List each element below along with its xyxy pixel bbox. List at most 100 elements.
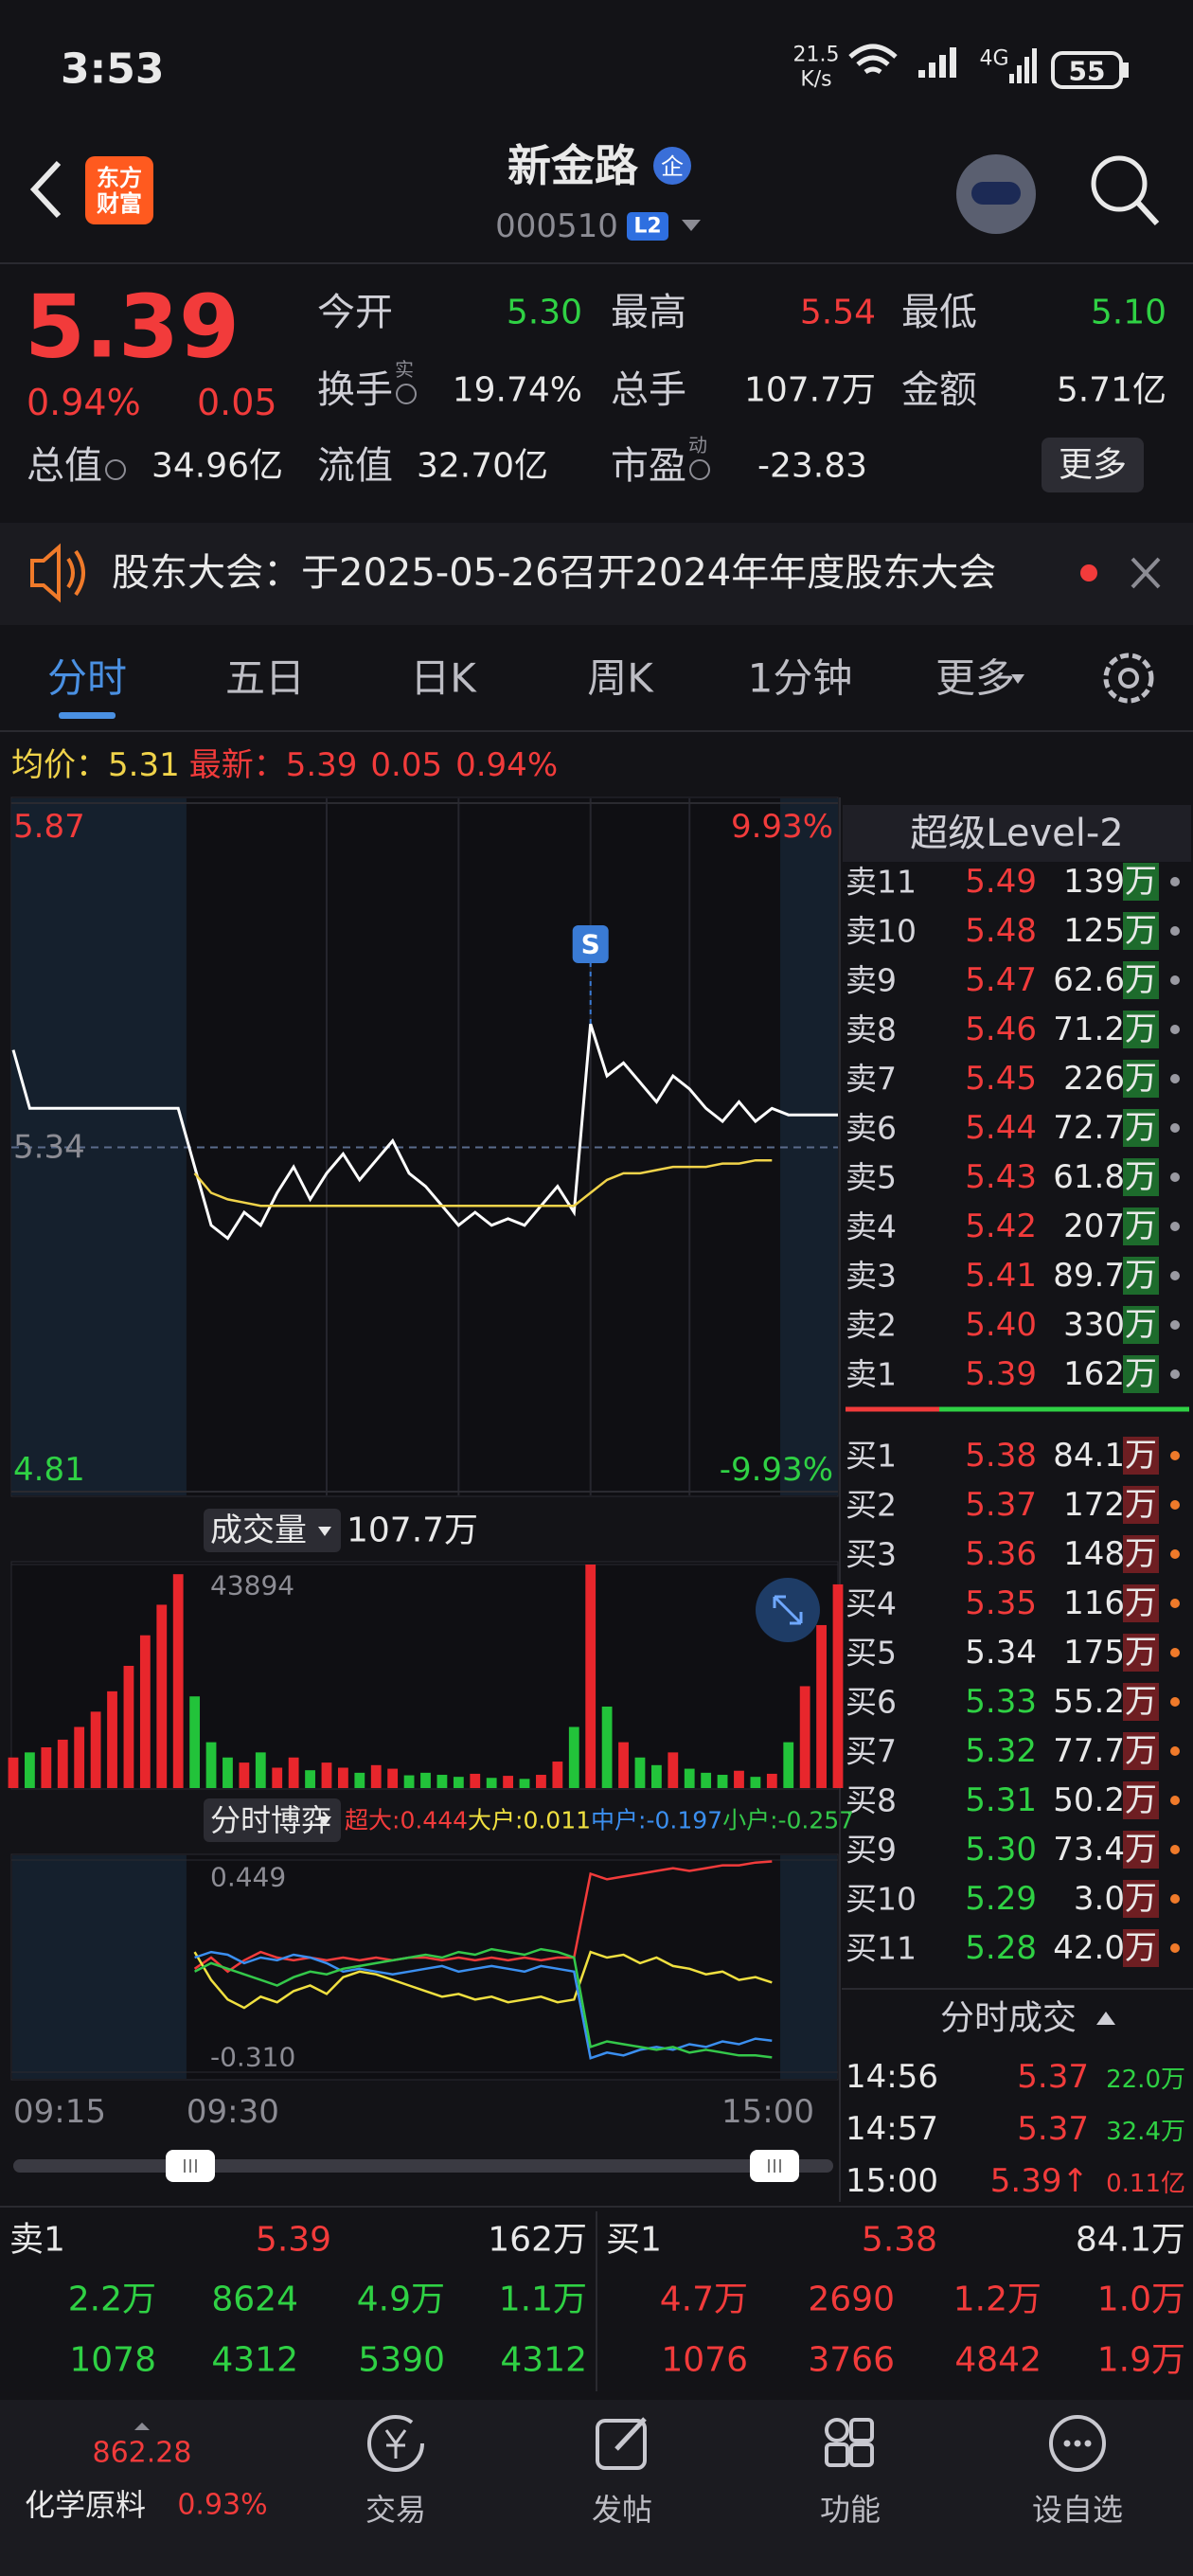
volume-bar xyxy=(552,1762,563,1788)
book-dot xyxy=(1170,1894,1180,1904)
func-icon xyxy=(825,2418,849,2442)
last-value: 5.39 xyxy=(286,746,358,784)
book-level: 卖10 xyxy=(846,913,917,950)
volume-highlight xyxy=(1123,1208,1159,1245)
volume-highlight xyxy=(1123,1306,1159,1344)
index-name[interactable]: 化学原料 xyxy=(25,2487,146,2523)
expand-icon xyxy=(773,1595,803,1625)
volume-highlight xyxy=(1123,863,1159,901)
tab[interactable]: 五日 xyxy=(225,655,305,702)
trade-icon-yen xyxy=(384,2429,407,2459)
volume-highlight xyxy=(1123,1355,1159,1393)
book-dot xyxy=(1170,1451,1180,1460)
book-level: 卖3 xyxy=(846,1258,897,1295)
nav-item[interactable]: 设自选 xyxy=(1032,2492,1123,2528)
tab[interactable]: 周K xyxy=(587,655,654,702)
book-price: 5.49 xyxy=(965,863,1037,901)
book-volume: 172万 xyxy=(1063,1486,1157,1524)
book-price: 5.35 xyxy=(965,1584,1037,1622)
signal-bar xyxy=(918,70,925,78)
volume-bar xyxy=(172,1574,184,1788)
index-arrow xyxy=(134,2423,150,2430)
book-price: 5.37 xyxy=(965,1486,1037,1524)
volume-bar xyxy=(618,1742,629,1788)
depth-cell: 4842 xyxy=(954,2341,1042,2380)
settings-icon[interactable] xyxy=(1103,653,1154,704)
book-dot xyxy=(1170,1271,1180,1280)
tab-dropdown xyxy=(1011,674,1024,684)
depth-volume: 84.1万 xyxy=(1076,2221,1185,2260)
book-price: 5.33 xyxy=(965,1683,1037,1721)
volume-highlight xyxy=(1123,961,1159,999)
volume-bar xyxy=(601,1706,613,1788)
book-dot xyxy=(1170,877,1180,886)
book-dot xyxy=(1170,1025,1180,1034)
volume-bar xyxy=(139,1635,151,1788)
signal-bar xyxy=(1032,48,1037,83)
book-volume: 62.6万 xyxy=(1053,961,1157,999)
tab[interactable]: 更多 xyxy=(935,655,1015,702)
book-level: 卖2 xyxy=(846,1307,897,1344)
change-pct: 0.94% xyxy=(27,382,141,423)
fund-legend-value: 0.444 xyxy=(400,1807,468,1834)
avg-label: 均价： xyxy=(11,746,108,784)
book-price: 5.44 xyxy=(965,1109,1037,1147)
nav-item[interactable]: 交易 xyxy=(365,2492,426,2528)
book-price: 5.45 xyxy=(965,1060,1037,1098)
battery-level: 55 xyxy=(1069,56,1106,87)
volume-bar xyxy=(568,1726,579,1788)
depth-price: 5.38 xyxy=(862,2221,937,2260)
book-level: 买10 xyxy=(846,1881,917,1918)
book-level: 卖8 xyxy=(846,1011,897,1048)
volume-highlight xyxy=(1123,1683,1159,1721)
depth-cell: 3766 xyxy=(808,2341,895,2380)
trade-volume: 32.4万 xyxy=(1106,2118,1185,2146)
time-label: 15:00 xyxy=(721,2093,814,2131)
tab[interactable]: 1分钟 xyxy=(748,655,853,702)
trade-price: 5.37 xyxy=(1017,2110,1089,2148)
field-sup: 动 xyxy=(688,434,707,456)
nav-item[interactable]: 发帖 xyxy=(592,2492,652,2528)
watchlist-dot xyxy=(1063,2440,1071,2447)
field-value: 107.7万 xyxy=(744,371,876,410)
volume-bar xyxy=(107,1690,117,1788)
more-button[interactable] xyxy=(1042,438,1144,492)
tab[interactable]: 分时 xyxy=(47,655,127,702)
volume-highlight xyxy=(1123,1880,1159,1918)
nav-item[interactable]: 功能 xyxy=(820,2492,881,2528)
watchlist-dot xyxy=(1084,2440,1092,2447)
volume-highlight xyxy=(1123,912,1159,950)
book-volume: 42.0万 xyxy=(1053,1929,1157,1967)
fund-legend-name: 小户: xyxy=(722,1807,777,1834)
book-price: 5.39 xyxy=(965,1355,1037,1393)
book-volume: 162万 xyxy=(1063,1355,1157,1393)
trade-volume: 22.0万 xyxy=(1106,2066,1185,2094)
back-button[interactable] xyxy=(29,160,62,219)
fund-button[interactable] xyxy=(204,1798,341,1842)
book-price: 5.47 xyxy=(965,961,1037,999)
field-value: 32.70亿 xyxy=(417,447,548,486)
field-value: 5.71亿 xyxy=(1057,371,1166,410)
volume-bar xyxy=(420,1772,431,1788)
fund-line xyxy=(193,1950,773,2010)
tab[interactable]: 日K xyxy=(410,655,477,702)
signal-marker xyxy=(572,925,609,963)
book-dot xyxy=(1170,1123,1180,1133)
field-label: 总值 xyxy=(27,444,102,488)
depth-cell: 8624 xyxy=(211,2281,298,2319)
volume-button[interactable] xyxy=(204,1509,341,1552)
field-label: 最高 xyxy=(611,291,686,334)
volume-highlight xyxy=(1123,1535,1159,1573)
book-dot xyxy=(1170,1845,1180,1854)
watchlist-icon xyxy=(1049,2415,1106,2472)
volume-bar xyxy=(734,1770,744,1788)
postmarket-shade xyxy=(780,1855,837,2079)
volume-bar xyxy=(701,1772,712,1788)
volume-bar xyxy=(684,1768,695,1788)
book-level: 买4 xyxy=(846,1585,897,1622)
book-price: 5.42 xyxy=(965,1208,1037,1245)
book-price: 5.38 xyxy=(965,1437,1037,1475)
volume-highlight xyxy=(1123,1929,1159,1967)
post-icon xyxy=(596,2419,647,2470)
search-icon[interactable] xyxy=(1091,155,1148,212)
